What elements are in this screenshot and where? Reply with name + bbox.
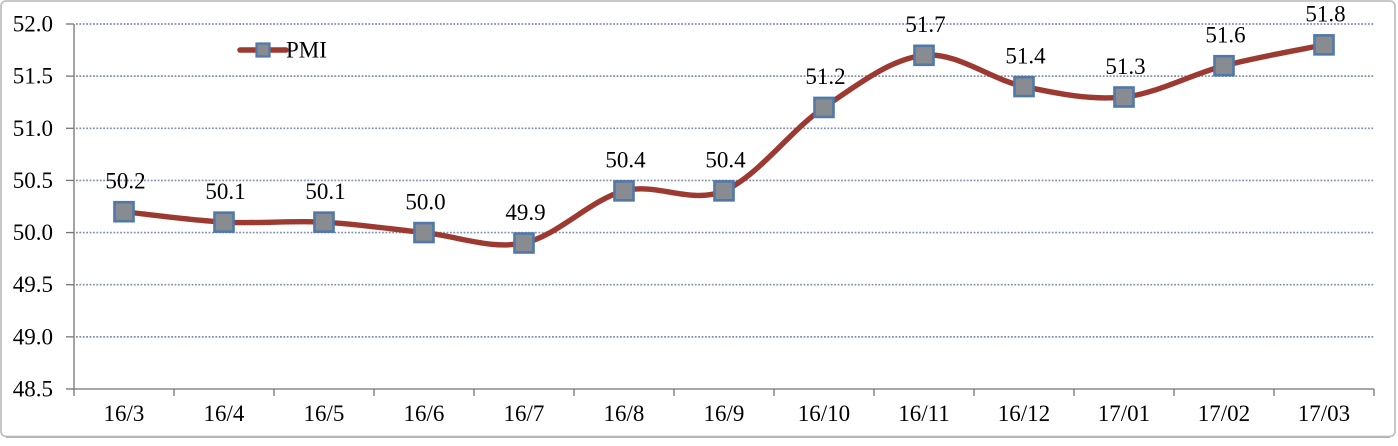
svg-text:50.4: 50.4 <box>605 148 646 173</box>
svg-text:17/01: 17/01 <box>1098 401 1150 426</box>
svg-text:16/9: 16/9 <box>704 401 745 426</box>
svg-text:16/3: 16/3 <box>104 401 145 426</box>
svg-text:48.5: 48.5 <box>13 377 53 402</box>
svg-text:51.0: 51.0 <box>13 116 53 141</box>
svg-text:50.5: 50.5 <box>13 168 53 193</box>
svg-text:51.7: 51.7 <box>905 12 945 37</box>
svg-text:51.4: 51.4 <box>1005 43 1046 68</box>
svg-text:51.3: 51.3 <box>1105 54 1145 79</box>
svg-text:16/10: 16/10 <box>798 401 850 426</box>
svg-text:16/12: 16/12 <box>998 401 1050 426</box>
svg-text:49.9: 49.9 <box>505 200 545 225</box>
svg-text:16/11: 16/11 <box>898 401 950 426</box>
svg-text:PMI: PMI <box>286 38 327 63</box>
svg-text:17/03: 17/03 <box>1298 401 1350 426</box>
svg-text:52.0: 52.0 <box>13 12 53 37</box>
svg-text:51.5: 51.5 <box>13 64 53 89</box>
svg-text:49.5: 49.5 <box>13 272 53 297</box>
svg-text:16/6: 16/6 <box>404 401 445 426</box>
svg-text:50.2: 50.2 <box>105 169 145 194</box>
svg-text:51.2: 51.2 <box>805 64 845 89</box>
svg-text:16/8: 16/8 <box>604 401 645 426</box>
svg-text:16/7: 16/7 <box>504 401 545 426</box>
svg-text:51.8: 51.8 <box>1305 2 1345 27</box>
svg-text:51.6: 51.6 <box>1205 23 1245 48</box>
svg-text:50.0: 50.0 <box>405 189 445 214</box>
svg-text:49.0: 49.0 <box>13 324 53 349</box>
svg-text:50.4: 50.4 <box>705 148 746 173</box>
svg-text:50.1: 50.1 <box>205 179 245 204</box>
svg-text:50.1: 50.1 <box>305 179 345 204</box>
svg-text:17/02: 17/02 <box>1198 401 1250 426</box>
svg-text:50.0: 50.0 <box>13 220 53 245</box>
svg-text:16/4: 16/4 <box>204 401 245 426</box>
svg-text:16/5: 16/5 <box>304 401 345 426</box>
